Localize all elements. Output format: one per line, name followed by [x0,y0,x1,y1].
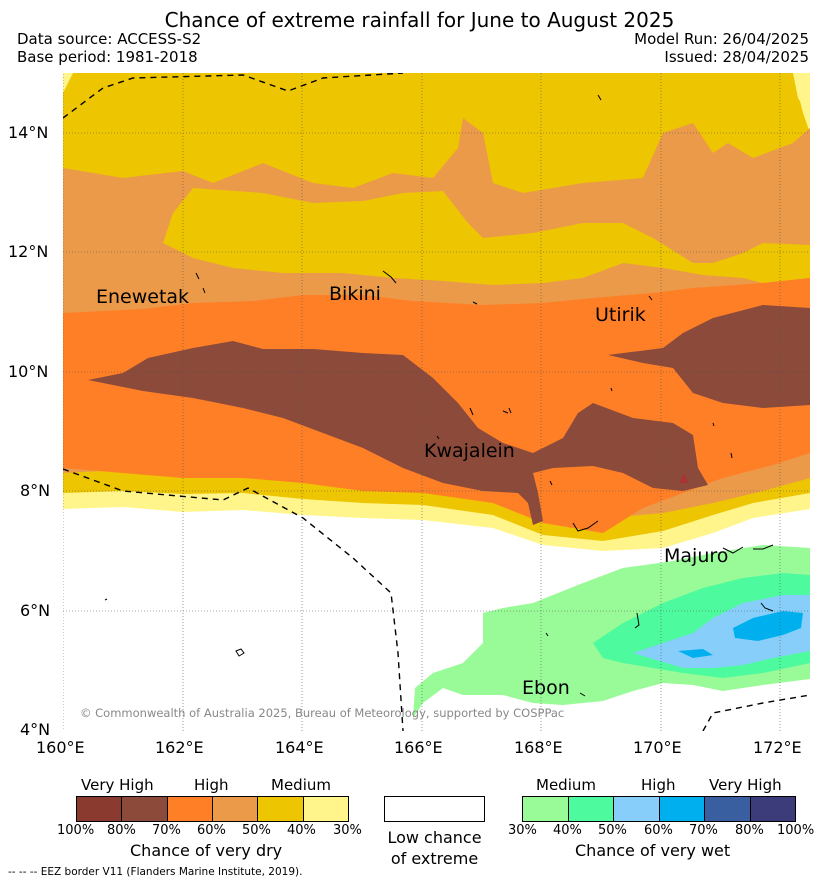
place-majuro: Majuro [664,545,729,567]
dry-cat-medium: Medium [271,776,331,794]
lat-label-6: 6°N [20,601,51,620]
lon-label-172: 172°E [753,738,802,757]
run-info: Model Run: 26/04/2025 Issued: 28/04/2025 [634,30,809,66]
wet-caption: Chance of very wet [575,841,731,860]
place-enewetak: Enewetak [96,286,190,308]
lon-label-166: 166°E [394,738,443,757]
copyright-notice: © Commonwealth of Australia 2025, Bureau… [80,706,565,720]
dry-tick-30: 30% [333,823,362,838]
dry-swatch-3 [167,797,213,821]
wet-swatch-3 [614,797,660,821]
wet-tick-80: 80% [735,823,764,838]
wet-cat-very-high: Very High [709,776,782,794]
wet-60-spot [678,649,713,658]
lat-label-12: 12°N [8,242,49,261]
wet-swatch-1 [523,797,569,821]
dry-tick-40: 40% [287,823,316,838]
data-source: Data source: ACCESS-S2 [17,30,202,48]
wet-swatch-2 [568,797,614,821]
dry-cat-very-high: Very High [81,776,154,794]
lon-label-162: 162°E [155,738,204,757]
dry-swatch-2 [122,797,168,821]
neutral-caption-line2: of extreme [390,849,479,868]
dry-cat-high: High [194,776,229,794]
place-kwajalein: Kwajalein [424,440,515,462]
eez-border [63,73,810,731]
kwajalein-marker [679,473,688,483]
dry-30-corner [793,73,810,118]
wet-50-region [633,595,810,668]
dry-swatch-5 [258,797,304,821]
neutral-caption-line1: Low chance [387,828,482,847]
source-info: Data source: ACCESS-S2 Base period: 1981… [17,30,201,66]
wet-colorbar [522,796,796,822]
dry-tick-100: 100% [57,823,95,838]
dry-tick-60: 60% [197,823,226,838]
dry-80-region-east [608,305,810,408]
dry-40-pocket [163,188,810,285]
map-title: Chance of extreme rainfall for June to A… [164,8,675,32]
wet-60-region [733,611,803,641]
dry-tick-50: 50% [242,823,271,838]
dry-80-region [88,341,708,525]
lat-label-8: 8°N [20,481,51,500]
islands [104,94,774,697]
neutral-swatch [384,796,485,822]
dry-swatch-1 [77,797,123,821]
dry-swatch-6 [303,797,348,821]
wet-tick-40: 40% [553,823,582,838]
dry-caption: Chance of very dry [130,841,283,860]
issued-date: Issued: 28/04/2025 [664,48,809,66]
wet-swatch-5 [705,797,751,821]
wet-swatch-6 [750,797,795,821]
place-ebon: Ebon [522,677,570,699]
map-canvas [63,73,810,731]
lon-label-160: 160°E [36,738,85,757]
lat-label-14: 14°N [8,123,49,142]
wet-tick-70: 70% [689,823,718,838]
wet-tick-100: 100% [777,823,815,838]
wet-tick-60: 60% [644,823,673,838]
place-bikini: Bikini [329,283,381,305]
dry-colorbar [76,796,349,822]
wet-swatch-4 [659,797,705,821]
place-utirik: Utirik [595,304,646,326]
dry-40-pocket-top [308,98,363,138]
wet-tick-30: 30% [508,823,537,838]
wet-cat-medium: Medium [536,776,596,794]
dry-tick-80: 80% [107,823,136,838]
lon-label-168: 168°E [514,738,563,757]
rainfall-map [63,73,810,731]
lon-label-170: 170°E [633,738,682,757]
lat-label-4: 4°N [20,720,51,739]
wet-cat-high: High [641,776,676,794]
dry-tick-70: 70% [152,823,181,838]
wet-tick-50: 50% [598,823,627,838]
lat-label-10: 10°N [8,362,49,381]
lon-label-164: 164°E [275,738,324,757]
neutral-caption: Low chance of extreme [384,827,485,869]
dry-swatch-4 [212,797,259,821]
neutral-swatch-fill [385,797,484,821]
base-period: Base period: 1981-2018 [17,48,198,66]
model-run: Model Run: 26/04/2025 [634,30,809,48]
eez-border-note: -- -- -- EEZ border V11 (Flanders Marine… [8,866,303,878]
